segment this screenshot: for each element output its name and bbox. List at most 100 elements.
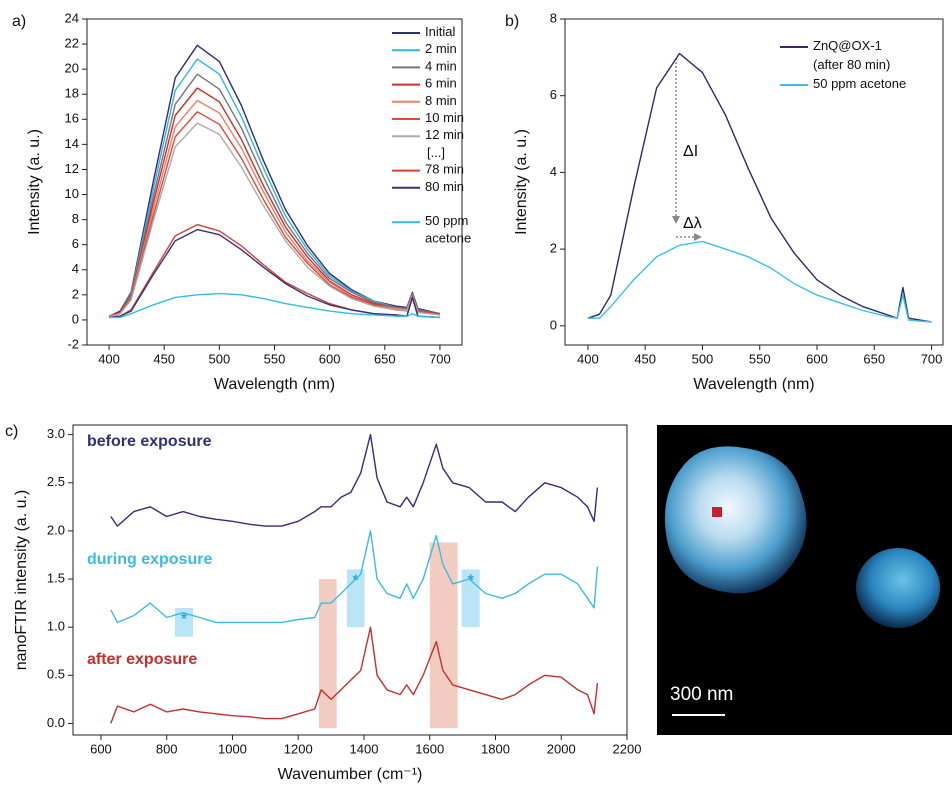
- legend-label: 80 min: [425, 179, 464, 194]
- x-axis-label: Wavelength (nm): [214, 376, 335, 393]
- afm-image: 300 nm: [657, 425, 952, 735]
- data-line: [110, 433, 599, 527]
- y-tick-label: 0: [550, 317, 557, 332]
- probe-marker: [712, 507, 722, 517]
- legend-line: (after 80 min): [813, 57, 890, 72]
- legend-line: 50 ppm: [425, 214, 468, 229]
- x-tick-label: 1200: [284, 741, 313, 756]
- plot-frame: [564, 18, 944, 346]
- x-tick-label: 1400: [350, 741, 379, 756]
- y-tick-label: 1.5: [47, 570, 65, 585]
- y-tick-label: 3.0: [47, 426, 65, 441]
- legend-label: 10 min: [425, 110, 464, 125]
- panel-label: b): [505, 13, 519, 30]
- y-tick-label: 6: [550, 87, 557, 102]
- legend-line: acetone: [425, 231, 471, 246]
- x-tick-label: 700: [921, 351, 943, 366]
- x-tick-label: 600: [319, 351, 341, 366]
- data-line: [587, 240, 932, 323]
- y-tick-label: 0.0: [47, 715, 65, 730]
- y-tick-label: 6: [72, 236, 79, 251]
- x-tick-label: 2000: [547, 741, 576, 756]
- legend-line: 4 min: [425, 59, 457, 74]
- y-axis-label: Intensity (a. u.): [26, 129, 43, 235]
- x-tick-label: 1000: [218, 741, 247, 756]
- x-tick-label: 800: [156, 741, 178, 756]
- series-label: after exposure: [87, 651, 197, 668]
- x-tick-label: 650: [863, 351, 885, 366]
- y-tick-label: 1.0: [47, 619, 65, 634]
- arrow-head: [672, 216, 680, 224]
- legend-label: 8 min: [425, 93, 457, 108]
- data-line: [587, 52, 932, 323]
- panel-label: a): [12, 13, 26, 30]
- x-axis-label: Wavelength (nm): [693, 376, 814, 393]
- y-tick-label: 8: [550, 10, 557, 25]
- y-tick-label: 14: [65, 136, 79, 151]
- scale-label: 300 nm: [670, 684, 733, 705]
- band-marker: *: [353, 573, 360, 590]
- legend-line: ZnQ@OX-1: [813, 38, 882, 53]
- y-tick-label: 0: [72, 311, 79, 326]
- x-tick-label: 1800: [481, 741, 510, 756]
- series-label: during exposure: [87, 551, 212, 568]
- y-tick-label: 18: [65, 86, 79, 101]
- y-tick-label: 2.5: [47, 474, 65, 489]
- panel: 400 450 500 550 600 650 700-202468101214161820…: [12, 10, 471, 393]
- highlight-band: [318, 579, 337, 729]
- y-tick-label: 24: [65, 10, 79, 25]
- legend-note: [...]: [427, 145, 445, 160]
- data-line: [108, 122, 440, 319]
- y-tick-label: 2: [72, 286, 79, 301]
- x-tick-label: 500: [692, 351, 714, 366]
- legend-label: 50 ppm acetone: [813, 76, 906, 91]
- y-tick-label: 10: [65, 186, 79, 201]
- legend-label: 12 min: [425, 128, 464, 143]
- arrow-head: [694, 233, 702, 241]
- legend-line: Initial: [425, 24, 455, 39]
- legend-line: 12 min: [425, 128, 464, 143]
- x-tick-label: 1600: [415, 741, 444, 756]
- y-tick-label: -2: [67, 336, 79, 351]
- y-tick-label: 22: [65, 36, 79, 51]
- y-tick-label: 16: [65, 111, 79, 126]
- y-axis-label: nanoFTIR intensity (a. u.): [13, 490, 30, 671]
- data-line: [108, 111, 441, 319]
- legend-label: 78 min: [425, 162, 464, 177]
- data-line: [110, 530, 599, 624]
- panel: 400 450 500 550 600 650 700 0 2 4 6 8 ZnQ@OX-1 (after…: [505, 10, 944, 393]
- y-tick-label: 0.5: [47, 667, 65, 682]
- y-tick-label: 4: [72, 261, 79, 276]
- afm-particle: [856, 548, 940, 628]
- legend-label: 4 min: [425, 59, 457, 74]
- data-line: [108, 99, 441, 317]
- data-line: [109, 292, 440, 319]
- x-tick-label: 400: [577, 351, 599, 366]
- y-tick-label: 8: [72, 211, 79, 226]
- highlight-band: [174, 607, 194, 637]
- legend-label: 6 min: [425, 76, 457, 91]
- arrows: [672, 58, 702, 241]
- panel-label: c): [5, 423, 18, 440]
- legend-line: 80 min: [425, 179, 464, 194]
- legend-line: 50 ppm acetone: [813, 76, 906, 91]
- y-tick-label: 12: [65, 161, 79, 176]
- x-tick-label: 600: [806, 351, 828, 366]
- y-axis-label: Intensity (a. u.): [513, 129, 530, 235]
- highlight-band: [429, 542, 458, 729]
- legend-line: 6 min: [425, 76, 457, 91]
- x-tick-label: 400: [98, 351, 120, 366]
- x-axis-label: Wavenumber (cm⁻¹): [278, 766, 423, 783]
- legend-label: Initial: [425, 24, 455, 39]
- x-tick-label: 450: [634, 351, 656, 366]
- legend-line: 78 min: [425, 162, 464, 177]
- annotation: Δλ: [683, 215, 702, 232]
- legend-label: ZnQ@OX-1 (after 80 min): [813, 38, 890, 72]
- y-tick-label: 2.0: [47, 522, 65, 537]
- data-line: [110, 626, 599, 724]
- x-tick-label: 700: [429, 351, 451, 366]
- series-label: before exposure: [87, 433, 212, 450]
- afm-particle: [664, 446, 807, 594]
- y-tick-label: 20: [65, 61, 79, 76]
- x-tick-label: 450: [153, 351, 175, 366]
